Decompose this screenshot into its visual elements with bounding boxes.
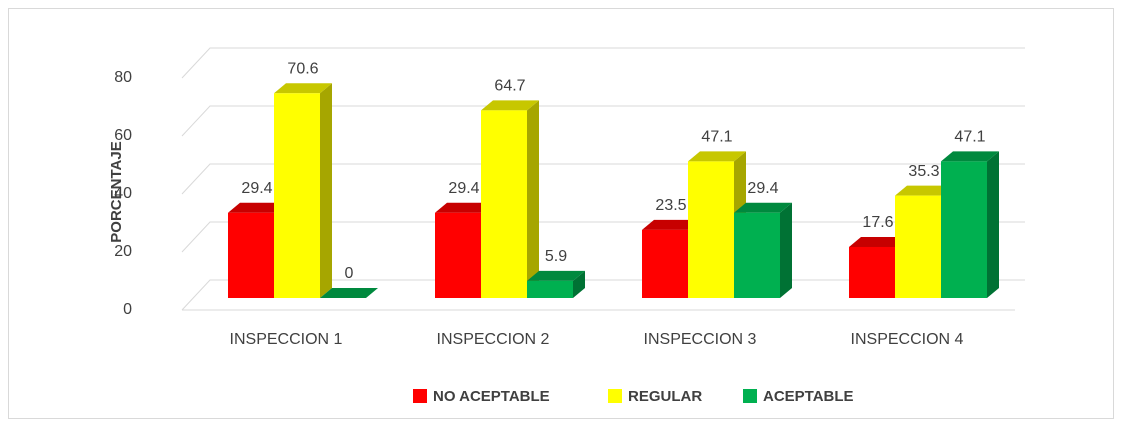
x-tick-label: INSPECCION 2	[437, 331, 550, 348]
data-label: 29.4	[448, 180, 479, 197]
bar-side	[987, 151, 999, 298]
bar	[642, 229, 688, 298]
bar-top	[688, 151, 746, 162]
y-tick-label: 20	[114, 243, 132, 260]
data-label: 0	[345, 265, 354, 282]
y-tick-label: 0	[123, 301, 132, 318]
y-axis-title: PORCENTAJE	[108, 141, 125, 242]
data-label: 5.9	[545, 248, 567, 265]
bar-side	[573, 270, 585, 298]
data-label: 17.6	[862, 214, 893, 231]
bar	[849, 246, 895, 298]
data-label: 47.1	[701, 129, 732, 146]
legend-swatch	[413, 389, 427, 403]
data-label: 70.6	[287, 60, 318, 77]
y-tick-label: 60	[114, 127, 132, 144]
grid-line	[181, 163, 1025, 195]
x-tick-label: INSPECCION 3	[644, 331, 757, 348]
data-label: 47.1	[954, 129, 985, 146]
y-tick-label: 80	[114, 69, 132, 86]
grid-line	[181, 105, 1025, 137]
bar-top	[481, 100, 539, 111]
bar-side	[780, 202, 792, 298]
bar	[527, 280, 573, 298]
legend-label: REGULAR	[628, 388, 702, 405]
bar	[228, 212, 274, 298]
bar	[688, 161, 734, 298]
data-label: 23.5	[655, 197, 686, 214]
x-tick-label: INSPECCION 1	[230, 331, 343, 348]
bar-top	[320, 288, 378, 298]
bar	[734, 212, 780, 298]
bar	[895, 195, 941, 298]
data-label: 35.3	[908, 163, 939, 180]
bar	[941, 161, 987, 298]
legend-label: NO ACEPTABLE	[433, 388, 550, 405]
bar-side	[320, 83, 332, 298]
legend-swatch	[743, 389, 757, 403]
x-tick-label: INSPECCION 4	[851, 331, 964, 348]
bar-top	[274, 83, 332, 94]
bar-top	[941, 151, 999, 162]
y-tick-label: 40	[114, 185, 132, 202]
bar-top	[435, 202, 493, 213]
data-label: 64.7	[494, 78, 525, 95]
bar	[274, 93, 320, 298]
bar-top	[895, 185, 953, 196]
bar-top	[849, 236, 907, 247]
bar-top	[228, 202, 286, 213]
grid-line	[181, 47, 1025, 79]
bar-top	[734, 202, 792, 213]
bar-top	[642, 219, 700, 230]
data-label: 29.4	[241, 180, 272, 197]
bar	[481, 110, 527, 299]
legend-swatch	[608, 389, 622, 403]
data-label: 29.4	[747, 180, 778, 197]
legend-label: ACEPTABLE	[763, 388, 854, 405]
bar-top	[527, 270, 585, 281]
bar	[435, 212, 481, 298]
bar-side	[527, 100, 539, 299]
